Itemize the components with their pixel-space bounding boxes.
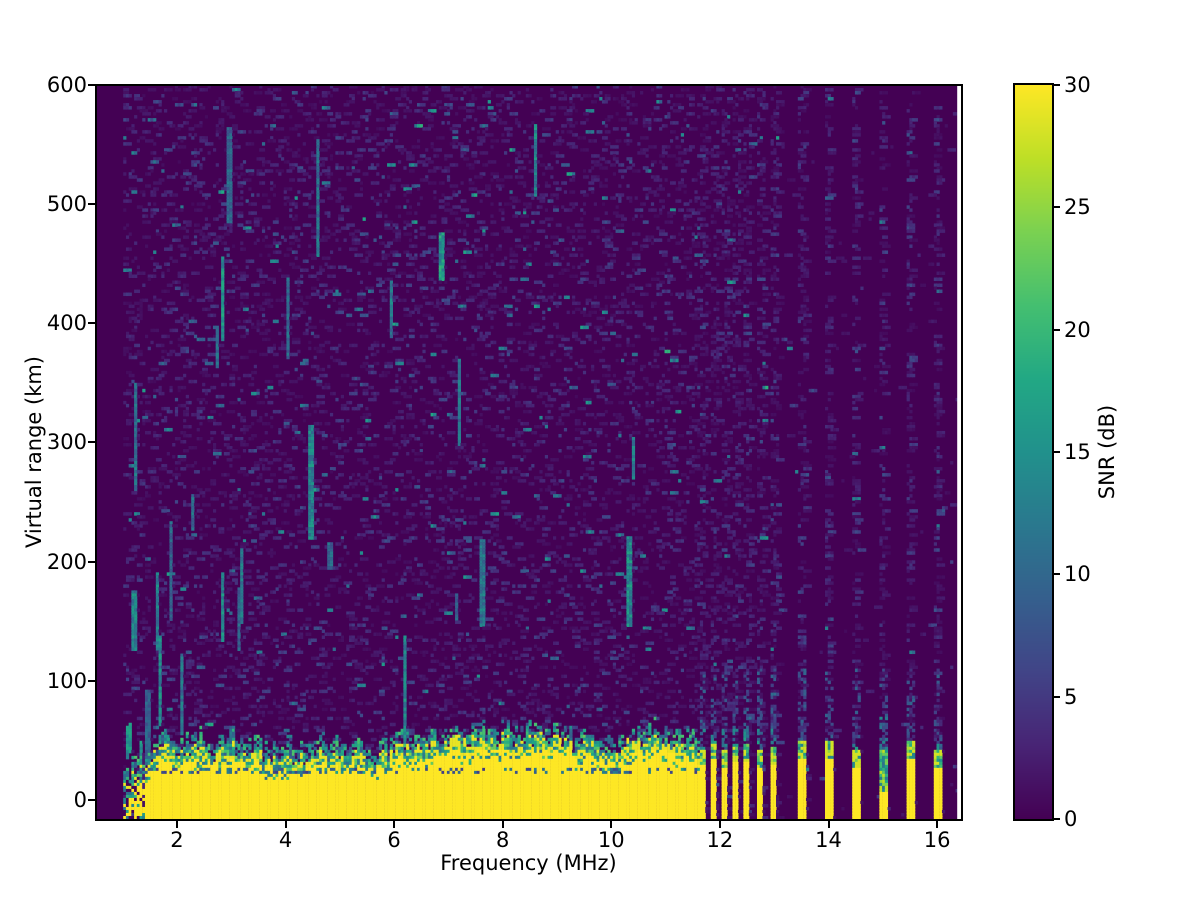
colorbar-tick-mark: [1054, 206, 1060, 209]
y-tick-label: 300: [46, 430, 87, 455]
x-tick-mark: [827, 821, 830, 828]
colorbar-tick-label: 0: [1064, 807, 1078, 831]
x-tick-label: 14: [815, 828, 842, 852]
x-tick-mark: [393, 821, 396, 828]
colorbar-tick-label: 25: [1064, 195, 1091, 220]
y-tick-mark: [88, 679, 95, 682]
colorbar-tick-mark: [1054, 695, 1060, 698]
y-tick-label: 400: [46, 311, 87, 336]
colorbar-tick-label: 10: [1064, 562, 1091, 587]
colorbar-tick-mark: [1054, 84, 1060, 86]
ionogram-heatmap-canvas: [96, 85, 961, 819]
x-tick-label: 10: [597, 828, 625, 852]
colorbar-tick-mark: [1054, 818, 1060, 820]
x-tick-label: 8: [496, 828, 510, 852]
x-tick-label: 4: [278, 828, 293, 852]
x-tick-label: 16: [923, 828, 951, 852]
y-tick-label: 500: [46, 192, 87, 217]
y-tick-mark: [88, 84, 95, 86]
colorbar-tick-mark: [1054, 573, 1060, 576]
colorbar-tick-label: 15: [1064, 440, 1091, 464]
x-tick-label: 12: [706, 828, 734, 852]
y-tick-mark: [88, 798, 95, 801]
x-tick-mark: [936, 821, 939, 828]
x-tick-mark: [501, 821, 504, 828]
colorbar-tick-label: 5: [1064, 684, 1078, 709]
x-tick-mark: [284, 821, 287, 828]
y-tick-label: 600: [46, 73, 87, 97]
y-tick-mark: [88, 560, 95, 563]
x-tick-label: 6: [387, 828, 401, 852]
y-tick-label: 0: [73, 787, 87, 812]
x-tick-mark: [610, 821, 613, 828]
colorbar-tick-mark: [1054, 451, 1060, 453]
x-tick-mark: [718, 821, 721, 828]
y-tick-mark: [88, 203, 95, 206]
colorbar-tick-label: 20: [1064, 317, 1091, 342]
y-tick-label: 100: [46, 668, 87, 693]
x-axis-label: Frequency (MHz): [440, 851, 617, 875]
x-tick-label: 2: [170, 828, 184, 852]
colorbar-tick-mark: [1054, 328, 1060, 331]
y-tick-mark: [88, 441, 95, 444]
y-tick-label: 200: [46, 549, 87, 574]
y-tick-mark: [88, 322, 95, 325]
x-tick-mark: [175, 821, 178, 828]
colorbar-gradient-canvas: [1015, 85, 1052, 819]
colorbar-tick-label: 30: [1064, 73, 1091, 97]
